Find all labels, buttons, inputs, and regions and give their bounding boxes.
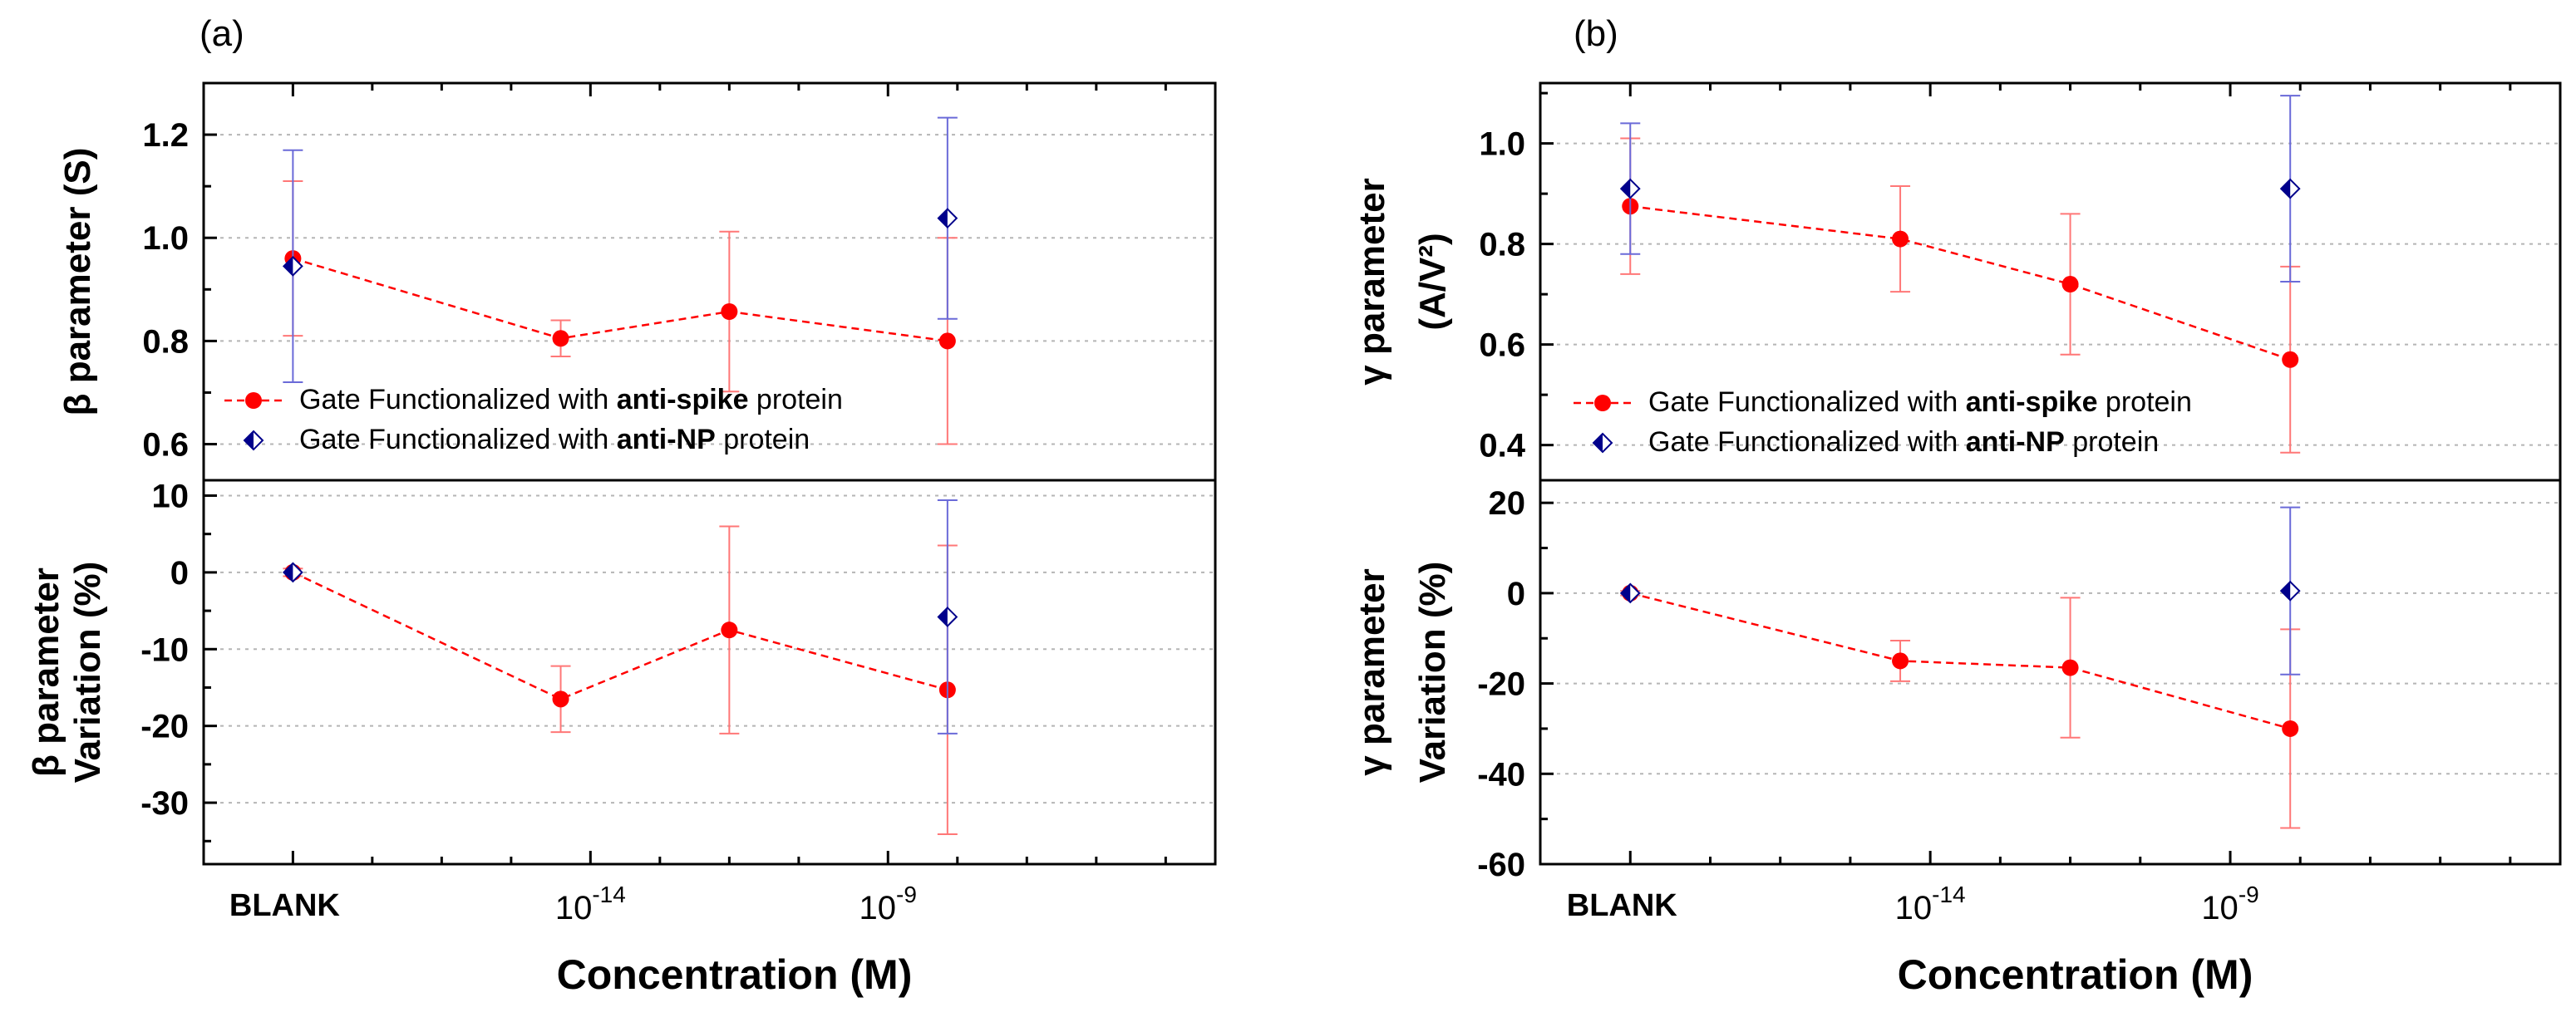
data-point [721,622,738,639]
series-anti-NP [282,499,958,735]
x-tick-label: BLANK [1567,888,1678,923]
y-axis-label: γ parameter [1352,568,1392,775]
y-tick-label: -40 [1477,756,1525,793]
legend-marker [245,392,262,409]
y-axis-label: γ parameter [1352,178,1392,385]
axes-frame [1539,479,2562,866]
legend: Gate Functionalized with anti-spike prot… [224,384,843,455]
data-point [2061,276,2079,293]
panel-label: (b) [1574,13,1618,54]
data-point [552,330,569,347]
subplot-top: 0.6 0.8 1.0 1.2 β parameter (S) [57,81,1217,482]
y-tick-label: 0.6 [1479,327,1525,364]
y-tick-label: -30 [140,785,189,822]
data-point [2282,720,2299,737]
data-point [2061,659,2079,676]
series-line [292,571,948,700]
y-tick-label: 1.2 [142,117,189,154]
y-axis-label: Variation (%) [1412,562,1453,784]
y-tick-label: 1.0 [142,220,189,257]
subplot-bottom: 10 0 -10 -20 -30 β parameter Variation (%) [26,478,1217,866]
axes-frame [202,479,1217,866]
legend-marker-fill [1593,434,1603,452]
y-tick-label: 0.6 [142,427,189,464]
legend-marker [1594,395,1611,411]
y-tick-label: 20 [1489,485,1526,522]
y-tick-label: 10 [152,478,190,514]
y-axis-label: β parameter [26,568,66,777]
data-point [1892,652,1909,670]
data-point [2282,351,2299,368]
series-anti-NP [282,116,958,384]
x-tick-label: 10-9 [2201,882,2258,926]
y-axis-label: Variation (%) [67,562,108,784]
series-anti-spike [1620,584,2301,829]
y-tick-label: 0 [1507,576,1525,612]
y-tick-label: -20 [1477,666,1525,703]
x-axis-label: Concentration (M) [1898,951,2253,998]
panel-b: (b) 0.4 0.6 0.8 1.0 γ parameter (A/V²) 20 0 -20 -4… [1352,13,2562,998]
y-tick-label: -10 [140,631,189,668]
y-axis-label: (A/V²) [1412,233,1453,330]
x-axis: BLANK 10-14 10-9 Concentration (M) [1567,83,2512,998]
data-point-fill [283,563,293,582]
series-line [1629,592,2291,730]
y-tick-label: 0.4 [1479,428,1525,464]
y-tick-label: 0 [170,555,189,592]
y-tick-label: 1.0 [1479,126,1525,163]
series-line [1630,204,2291,361]
legend-label-spike: Gate Functionalized with anti-spike prot… [299,384,843,415]
y-tick-label: 0.8 [142,323,189,360]
data-point-fill [1621,179,1631,199]
x-tick-label: 10-14 [555,882,626,926]
data-point [938,332,956,350]
y-tick-label: -60 [1477,847,1525,883]
x-tick-label: BLANK [229,888,341,923]
y-axis-label: β parameter (S) [57,148,98,416]
legend-marker-fill [244,431,254,450]
x-tick-label: 10-9 [859,882,917,926]
data-point [1892,230,1909,248]
y-tick-label: 0.8 [1479,227,1525,263]
x-axis-label: Concentration (M) [557,951,913,998]
y-tick-label: -20 [140,709,189,745]
series-line [293,257,948,342]
legend-label-np: Gate Functionalized with anti-NP protein [299,424,810,455]
data-point-fill [2281,179,2291,199]
legend-label-np: Gate Functionalized with anti-NP protein [1648,426,2159,458]
data-point-fill [938,209,948,228]
data-point [552,690,569,708]
data-point-fill [2281,582,2291,601]
data-point-fill [1621,583,1631,602]
legend-label-spike: Gate Functionalized with anti-spike prot… [1648,386,2192,418]
series-anti-NP [1619,95,2301,283]
legend: Gate Functionalized with anti-spike prot… [1574,386,2192,458]
subplot-top: 0.4 0.6 0.8 1.0 γ parameter (A/V²) [1352,81,2562,482]
data-point [721,303,738,321]
x-tick-label: 10-14 [1895,882,1966,926]
subplot-bottom: 20 0 -20 -40 -60 γ parameter Variation (%) [1352,479,2562,883]
axes-frame [202,81,1217,482]
data-point-fill [283,257,293,276]
data-point-fill [938,607,948,626]
panel-a: (a) 0.6 0.8 1.0 1.2 β parameter (S) 10 0 -10 -20 -… [26,13,1217,998]
x-axis: BLANK 10-14 10-9 Concentration (M) [229,83,1167,998]
panel-label: (a) [199,13,244,54]
series-anti-NP [1619,506,2301,676]
